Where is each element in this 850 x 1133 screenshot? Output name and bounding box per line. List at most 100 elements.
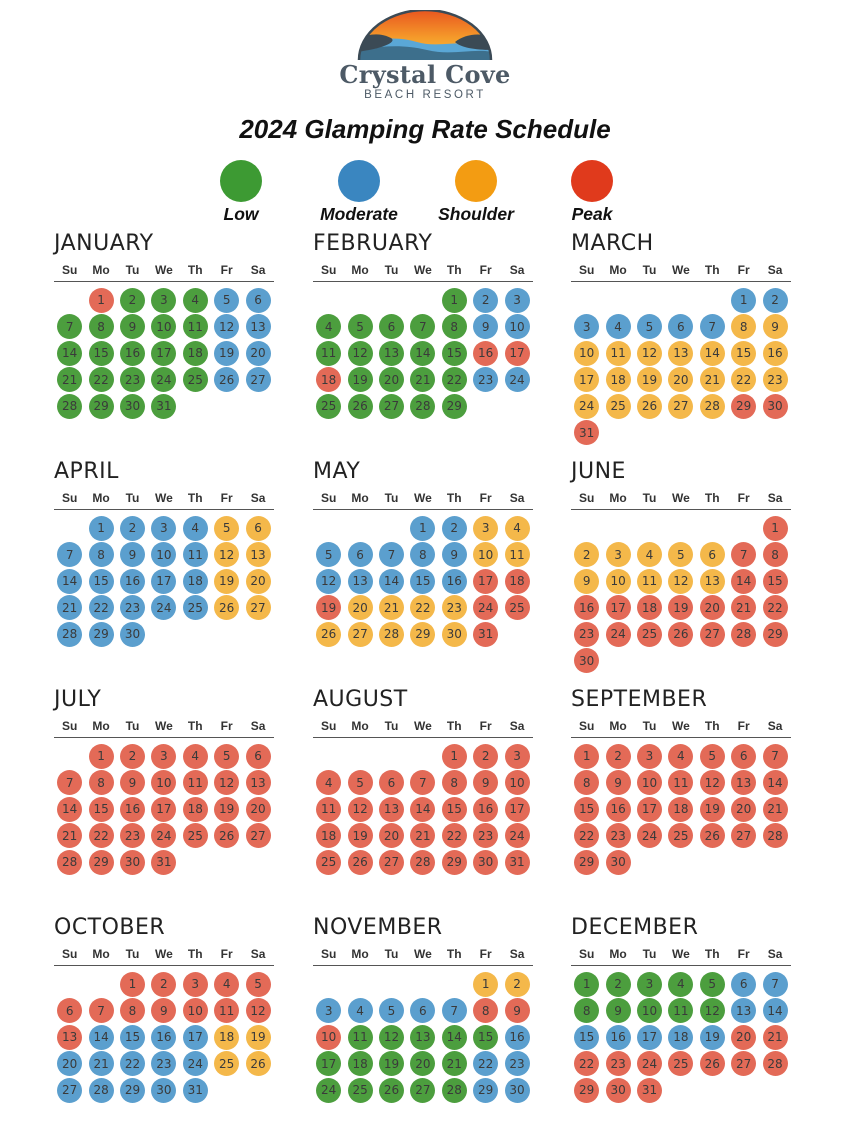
legend-dot-shoulder: [455, 160, 497, 202]
day-cell: 5: [313, 542, 344, 569]
day-21: 21: [731, 595, 757, 621]
day-cell: 21: [407, 823, 438, 850]
day-5: 5: [214, 287, 240, 313]
day-cell: 16: [117, 340, 148, 367]
day-cell: 14: [54, 796, 85, 823]
day-cell: 14: [407, 340, 438, 367]
day-28: 28: [762, 1051, 788, 1077]
day-cell: 22: [728, 367, 759, 394]
day-cell: 8: [759, 542, 790, 569]
day-28: 28: [731, 621, 757, 647]
month-name: JUNE: [571, 459, 626, 484]
day-cell: 21: [697, 367, 728, 394]
day-27: 27: [57, 1077, 83, 1103]
page-title: 2024 Glamping Rate Schedule: [239, 114, 611, 144]
day-1: 1: [762, 515, 788, 541]
weekday-label: Mo: [351, 491, 369, 505]
day-23: 23: [473, 367, 499, 393]
day-29: 29: [731, 393, 757, 419]
day-16: 16: [473, 340, 499, 366]
day-cell: 1: [85, 287, 116, 314]
day-20: 20: [731, 1024, 757, 1050]
day-grid: 1 2 3 4 5 6 7 8 9 10 11 12 13 14 15 16 17 18 19 20 21 22 23 24 2…: [313, 287, 533, 420]
weekday-label: Sa: [250, 263, 266, 277]
day-cell: 20: [242, 340, 273, 367]
day-cell: 20: [344, 595, 375, 622]
day-cell: 2: [117, 743, 148, 770]
day-cell: 21: [54, 823, 85, 850]
day-13: 13: [245, 314, 271, 340]
day-20: 20: [245, 796, 271, 822]
weekday-label: Mo: [351, 263, 369, 277]
day-28: 28: [410, 393, 436, 419]
day-19: 19: [636, 367, 662, 393]
day-23: 23: [151, 1051, 177, 1077]
day-cell: 26: [211, 367, 242, 394]
day-cell: 16: [470, 340, 501, 367]
day-5: 5: [214, 743, 240, 769]
weekday-label: Fr: [479, 719, 492, 733]
day-26: 26: [699, 1051, 725, 1077]
day-17: 17: [574, 367, 600, 393]
day-13: 13: [699, 568, 725, 594]
day-cell: 9: [571, 568, 602, 595]
day-cell: 14: [407, 796, 438, 823]
day-cell: 11: [634, 568, 665, 595]
day-cell: 15: [117, 1024, 148, 1051]
day-6: 6: [378, 314, 404, 340]
day-8: 8: [574, 998, 600, 1024]
day-cell: 13: [54, 1024, 85, 1051]
day-cell: 7: [85, 998, 116, 1025]
day-cell: 28: [759, 823, 790, 850]
day-20: 20: [731, 796, 757, 822]
day-cell: 24: [501, 823, 532, 850]
weekday-label: Mo: [609, 263, 627, 277]
day-cell: 24: [180, 1051, 211, 1078]
day-2: 2: [441, 515, 467, 541]
day-11: 11: [605, 340, 631, 366]
day-cell: 4: [211, 971, 242, 998]
day-9: 9: [151, 998, 177, 1024]
weekday-label: Fr: [737, 719, 750, 733]
empty-cell: [344, 971, 375, 998]
day-cell: 2: [117, 515, 148, 542]
legend-item-low: Low: [171, 160, 311, 225]
day-6: 6: [57, 998, 83, 1024]
day-cell: 5: [634, 314, 665, 341]
day-15: 15: [574, 796, 600, 822]
day-cell: 18: [180, 796, 211, 823]
weekday-label: Fr: [220, 947, 233, 961]
day-22: 22: [88, 595, 114, 621]
month-may: MAY Su Mo Tu We Th Fr Sa 1 2 3 4 5 6 7 8 9 10 11 12 13 14 15 16…: [313, 458, 533, 648]
day-cell: 23: [501, 1051, 532, 1078]
day-cell: 25: [313, 393, 344, 420]
day-7: 7: [699, 314, 725, 340]
day-cell: 6: [728, 971, 759, 998]
day-cell: 3: [313, 998, 344, 1025]
day-cell: 18: [313, 823, 344, 850]
weekday-label: We: [154, 263, 173, 277]
day-cell: 7: [54, 314, 85, 341]
day-14: 14: [762, 998, 788, 1024]
day-cell: 4: [602, 314, 633, 341]
day-cell: 10: [634, 998, 665, 1025]
day-cell: 10: [148, 542, 179, 569]
month-december: DECEMBER Su Mo Tu We Th Fr Sa 1 2 3 4 5 6 7 8 9 10 11 12 13 1…: [571, 914, 791, 1104]
day-cell: 17: [470, 568, 501, 595]
day-cell: 19: [344, 367, 375, 394]
day-cell: 3: [571, 314, 602, 341]
day-24: 24: [182, 1051, 208, 1077]
day-cell: 21: [439, 1051, 470, 1078]
day-11: 11: [504, 542, 530, 568]
day-cell: 5: [211, 515, 242, 542]
weekday-label: Th: [187, 491, 203, 505]
day-22: 22: [88, 367, 114, 393]
day-25: 25: [347, 1077, 373, 1103]
day-7: 7: [731, 542, 757, 568]
day-cell: 15: [439, 796, 470, 823]
day-cell: 26: [211, 595, 242, 622]
month-november: NOVEMBER Su Mo Tu We Th Fr Sa 1 2 3 4 5 6 7 8 9 10 11 12 13 1…: [313, 914, 533, 1104]
day-cell: 12: [211, 314, 242, 341]
day-18: 18: [214, 1024, 240, 1050]
weekday-label: Tu: [125, 719, 140, 733]
